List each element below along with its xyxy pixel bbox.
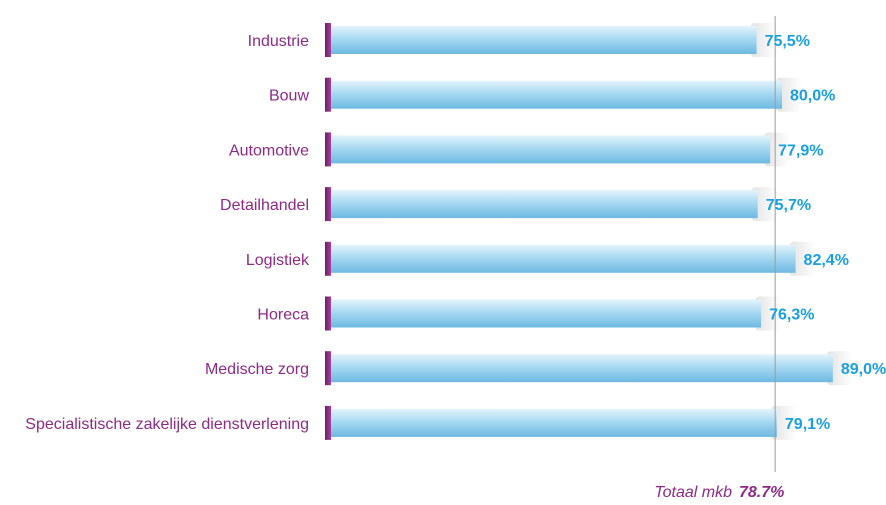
bar-cap-automotive	[325, 132, 331, 167]
bar-specialistische-zakelijke-dienstverlening	[330, 408, 777, 437]
bar-cap-detailhandel	[325, 187, 331, 222]
bar-end-shadow-bouw	[776, 77, 802, 112]
bar-cap-medische-zorg	[325, 351, 331, 386]
bar-end-shadow-detailhandel	[751, 187, 778, 222]
value-label-detailhandel: 75,7%	[766, 197, 811, 214]
bars-layer	[325, 23, 853, 440]
value-label-logistiek: 82,4%	[804, 252, 849, 269]
total-mkb-value: 78.7%	[739, 484, 784, 501]
bar-industrie	[330, 26, 757, 54]
value-label-horeca: 76,3%	[769, 307, 814, 324]
bar-cap-industrie	[325, 23, 331, 57]
total-mkb-label: Totaal mkb	[654, 484, 732, 501]
category-label-logistiek: Logistiek	[246, 252, 310, 269]
bar-end-shadow-horeca	[755, 296, 782, 331]
bar-cap-logistiek	[325, 241, 331, 276]
bar-cap-specialistische-zakelijke-dienstverlening	[325, 405, 331, 440]
category-label-specialistische-zakelijke-dienstverlening: Specialistische zakelijke dienstverlenin…	[25, 416, 309, 433]
category-label-horeca: Horeca	[257, 307, 309, 324]
bar-logistiek	[330, 244, 796, 273]
bar-end-shadow-automotive	[764, 132, 791, 167]
value-label-industrie: 75,5%	[765, 33, 810, 50]
category-label-bouw: Bouw	[269, 88, 309, 105]
bar-end-shadow-industrie	[750, 23, 777, 57]
bar-bouw	[330, 80, 782, 109]
bar-medische-zorg	[330, 354, 833, 383]
bar-end-shadow-medische-zorg	[826, 351, 853, 386]
bar-cap-horeca	[325, 296, 331, 331]
value-label-bouw: 80,0%	[790, 88, 835, 105]
category-label-industrie: Industrie	[248, 33, 309, 50]
bar-detailhandel	[330, 190, 758, 219]
category-label-medische-zorg: Medische zorg	[205, 361, 309, 378]
bar-horeca	[330, 299, 762, 328]
bar-end-shadow-logistiek	[789, 241, 816, 276]
value-label-automotive: 77,9%	[778, 142, 823, 159]
labels-layer: Industrie 75,5% Bouw 80,0% Automotive 77,9% De…	[25, 33, 886, 433]
category-label-automotive: Automotive	[229, 142, 309, 159]
category-label-detailhandel: Detailhandel	[220, 197, 309, 214]
value-label-specialistische-zakelijke-dienstverlening: 79,1%	[785, 416, 830, 433]
value-label-medische-zorg: 89,0%	[841, 361, 886, 378]
bar-end-shadow-specialistische-zakelijke-dienstverlening	[770, 405, 797, 440]
bar-cap-bouw	[325, 77, 331, 112]
bar-automotive	[330, 135, 771, 164]
